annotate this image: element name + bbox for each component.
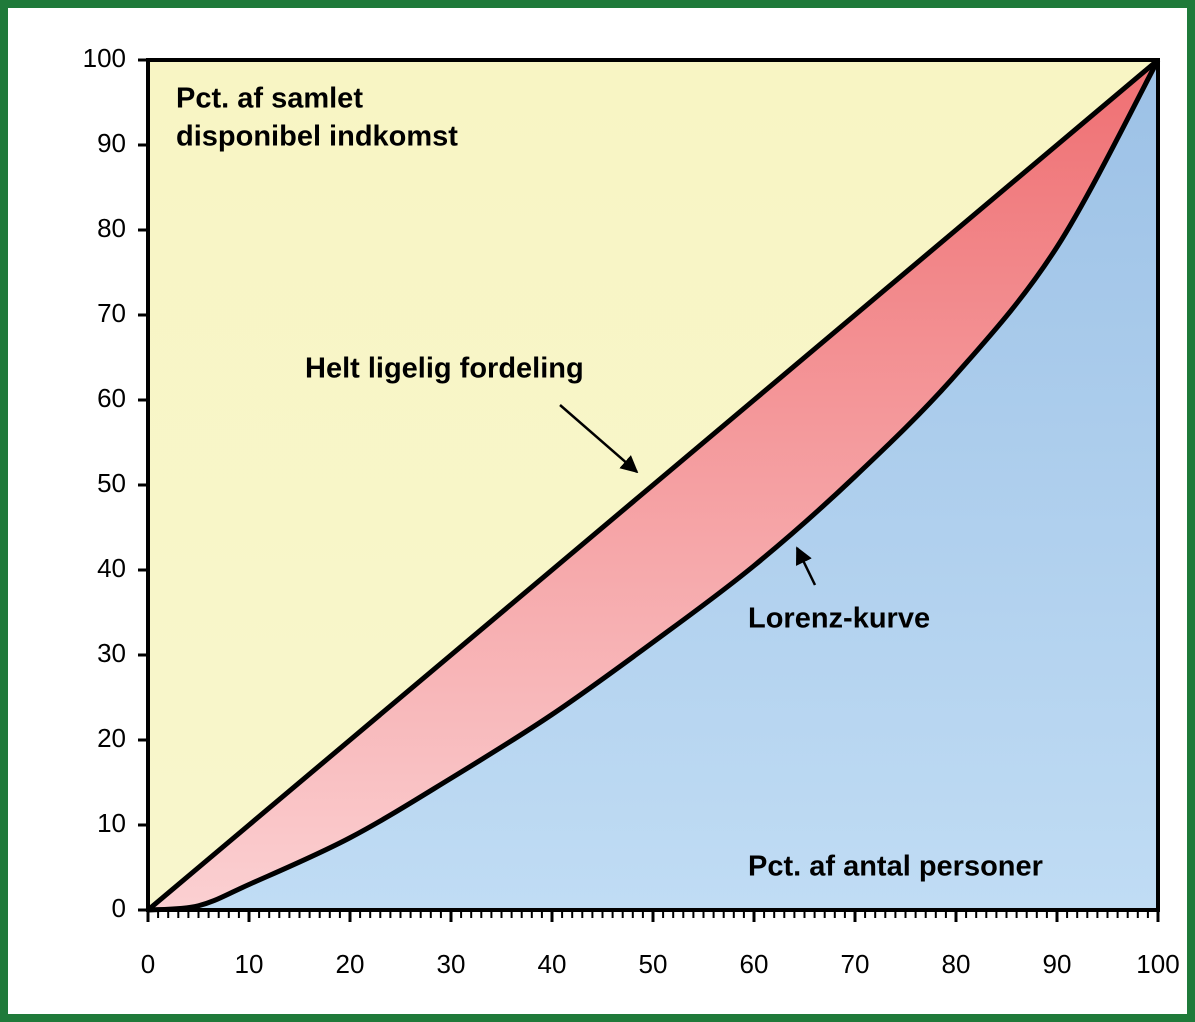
x-tick-label: 100 [1136, 949, 1179, 979]
x-tick-label: 70 [841, 949, 870, 979]
annotation: Lorenz-kurve [748, 603, 930, 635]
y-axis-label: Pct. af samlet [176, 83, 363, 115]
annotation: Helt ligelig fordeling [305, 353, 584, 385]
x-tick-label: 0 [141, 949, 155, 979]
x-axis-label: Pct. af antal personer [748, 851, 1043, 883]
y-tick-label: 100 [83, 43, 126, 73]
x-tick-label: 80 [942, 949, 971, 979]
y-tick-label: 80 [97, 213, 126, 243]
y-tick-label: 0 [112, 893, 126, 923]
x-tick-label: 30 [437, 949, 466, 979]
x-tick-label: 60 [740, 949, 769, 979]
x-tick-label: 50 [639, 949, 668, 979]
line [146, 58, 1160, 912]
arrow [795, 546, 817, 586]
y-axis-label: disponibel indkomst [176, 121, 458, 153]
x-tick-label: 20 [336, 949, 365, 979]
y-tick-label: 20 [97, 723, 126, 753]
line [147, 58, 1161, 913]
area-fill [148, 60, 1158, 910]
y-tick-label: 60 [97, 383, 126, 413]
y-tick-label: 70 [97, 298, 126, 328]
y-tick-label: 50 [97, 468, 126, 498]
x-tick-label: 10 [235, 949, 264, 979]
y-tick-label: 10 [97, 808, 126, 838]
arrow [559, 404, 639, 474]
x-tick-label: 40 [538, 949, 567, 979]
y-tick-label: 30 [97, 638, 126, 668]
x-tick-label: 90 [1043, 949, 1072, 979]
y-tick-label: 40 [97, 553, 126, 583]
y-tick-label: 90 [97, 128, 126, 158]
